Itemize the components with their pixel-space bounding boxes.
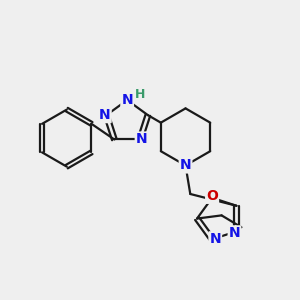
Text: N: N [180,158,191,172]
Text: N: N [121,93,133,107]
Text: N: N [209,232,221,246]
Text: O: O [206,189,218,203]
Text: N: N [229,226,240,240]
Text: H: H [135,88,145,100]
Text: N: N [136,133,147,146]
Text: N: N [99,108,111,122]
